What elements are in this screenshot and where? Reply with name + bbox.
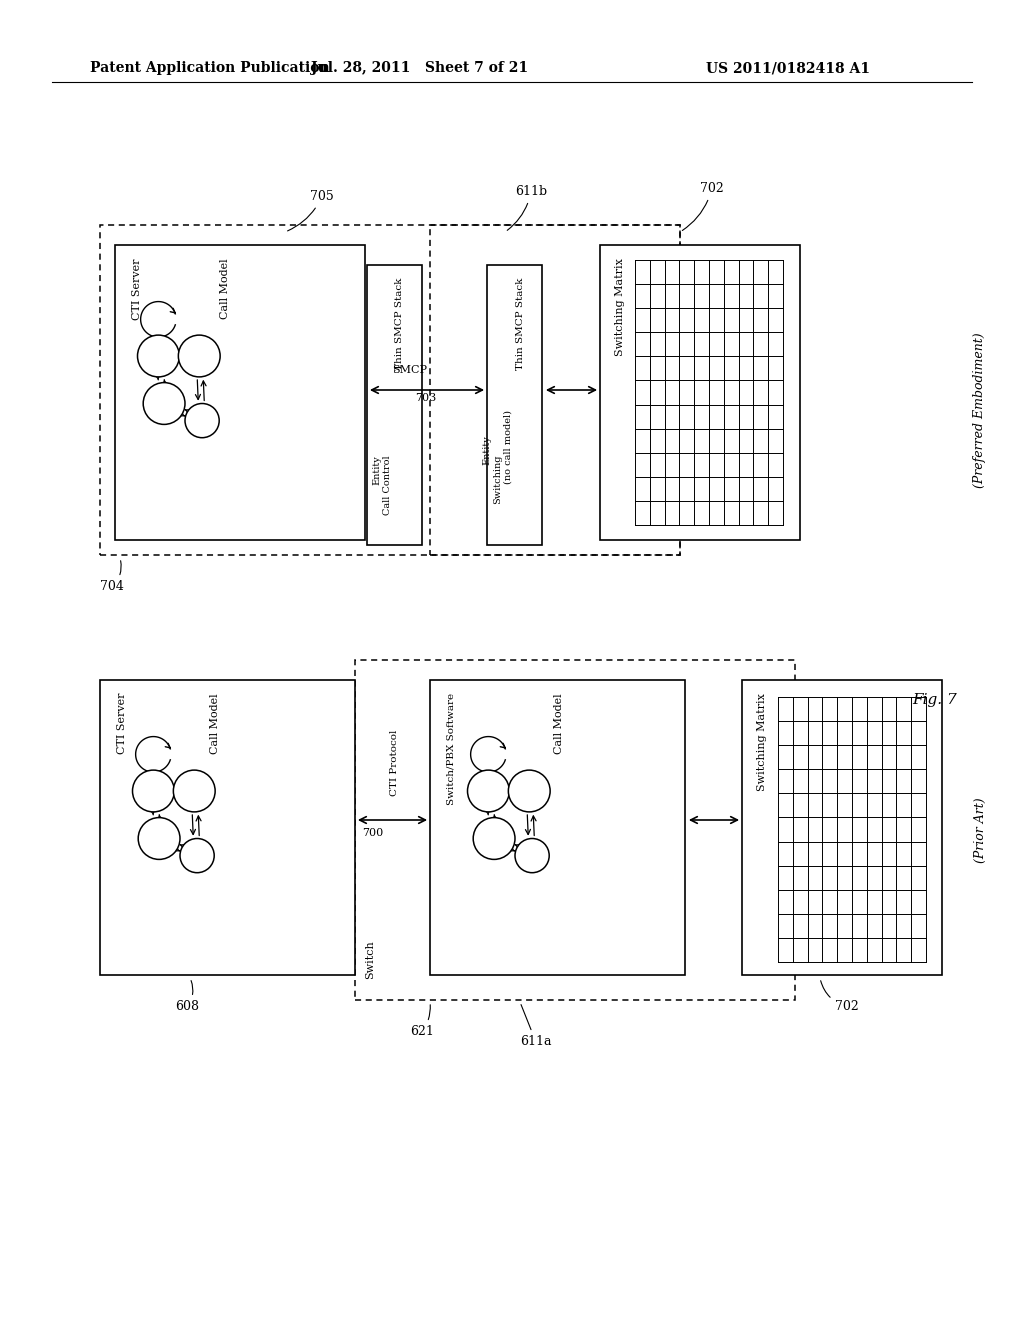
Bar [487, 265, 542, 545]
Text: 611b: 611b [507, 185, 547, 231]
Text: Fig. 7: Fig. 7 [912, 693, 957, 708]
Text: Switch: Switch [365, 940, 375, 978]
Circle shape [508, 770, 550, 812]
Text: Call Model: Call Model [210, 693, 220, 754]
Text: Call Control: Call Control [383, 455, 392, 515]
Circle shape [138, 817, 180, 859]
Circle shape [185, 404, 219, 438]
Text: Jul. 28, 2011   Sheet 7 of 21: Jul. 28, 2011 Sheet 7 of 21 [311, 61, 528, 75]
Text: 608: 608 [175, 981, 199, 1012]
Bar [430, 680, 685, 975]
Bar [100, 680, 355, 975]
Text: (Prior Art): (Prior Art) [974, 797, 986, 863]
Text: 702: 702 [682, 182, 724, 231]
Text: Entity: Entity [482, 436, 490, 465]
Circle shape [137, 335, 179, 378]
Text: Switching: Switching [493, 455, 502, 504]
Text: 621: 621 [410, 1005, 434, 1038]
Text: Call Model: Call Model [220, 257, 230, 318]
Text: CTI Server: CTI Server [117, 693, 127, 755]
Text: Switch/PBX Software: Switch/PBX Software [447, 693, 456, 805]
Circle shape [180, 838, 214, 873]
Text: 705: 705 [288, 190, 334, 231]
Circle shape [132, 770, 174, 812]
Bar [430, 224, 680, 554]
Text: CTI Server: CTI Server [132, 257, 142, 319]
Text: 700: 700 [362, 828, 383, 838]
Text: SMCP: SMCP [392, 366, 427, 375]
Bar [355, 660, 795, 1001]
Text: Thin SMCP Stack: Thin SMCP Stack [516, 279, 525, 371]
Text: 704: 704 [100, 561, 124, 593]
Circle shape [473, 817, 515, 859]
Text: US 2011/0182418 A1: US 2011/0182418 A1 [706, 61, 870, 75]
Text: 703: 703 [415, 393, 436, 403]
Text: (no call model): (no call model) [504, 411, 513, 484]
Circle shape [143, 383, 185, 425]
Circle shape [468, 770, 509, 812]
Bar [115, 246, 365, 540]
Circle shape [515, 838, 549, 873]
Text: Switching Matrix: Switching Matrix [757, 693, 767, 791]
Text: Thin SMCP Stack: Thin SMCP Stack [395, 279, 404, 371]
Bar [600, 246, 800, 540]
Bar [100, 224, 680, 554]
Bar [742, 680, 942, 975]
Text: Switching Matrix: Switching Matrix [615, 257, 625, 356]
Text: 611a: 611a [520, 1005, 552, 1048]
Text: Call Model: Call Model [554, 693, 564, 754]
Text: CTI Protocol: CTI Protocol [390, 730, 399, 796]
Text: Patent Application Publication: Patent Application Publication [90, 61, 330, 75]
Circle shape [178, 335, 220, 378]
Circle shape [173, 770, 215, 812]
Bar [367, 265, 422, 545]
Text: Entity: Entity [372, 455, 381, 484]
Text: (Preferred Embodiment): (Preferred Embodiment) [974, 333, 986, 488]
Text: 702: 702 [820, 981, 859, 1012]
